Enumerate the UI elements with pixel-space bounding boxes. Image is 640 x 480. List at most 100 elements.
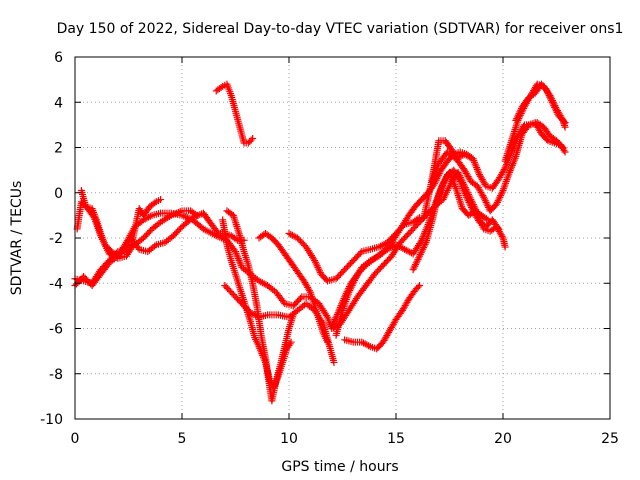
data-point <box>552 107 560 115</box>
data-point <box>545 91 553 99</box>
data-point <box>365 342 373 350</box>
data-point <box>419 245 427 253</box>
data-point <box>464 197 472 205</box>
data-point <box>467 202 475 210</box>
y-axis-label: SDTVAR / TECUs <box>9 181 25 296</box>
y-tick-label: -6 <box>49 322 63 338</box>
series-track-18 <box>512 80 569 127</box>
data-point <box>560 117 568 125</box>
data-point <box>548 98 556 106</box>
data-points <box>71 80 569 405</box>
y-tick-label: 6 <box>54 50 63 66</box>
data-point <box>314 263 322 271</box>
y-tick-label: -2 <box>49 231 63 247</box>
data-point <box>481 195 489 203</box>
data-point <box>348 282 356 290</box>
data-point <box>345 288 353 296</box>
y-tick-label: 2 <box>54 141 63 157</box>
data-point <box>349 280 357 288</box>
data-point <box>329 321 337 329</box>
x-tick-label: 5 <box>178 431 187 447</box>
data-point <box>350 278 358 286</box>
data-point <box>296 294 304 302</box>
data-point <box>315 267 323 275</box>
chart-title: Day 150 of 2022, Sidereal Day-to-day VTE… <box>57 21 624 37</box>
data-point <box>418 247 426 255</box>
data-point <box>482 215 490 223</box>
data-point <box>324 338 332 346</box>
data-point <box>414 215 422 223</box>
data-point <box>479 192 487 200</box>
data-point <box>482 198 490 206</box>
data-point <box>420 244 428 252</box>
data-point <box>513 113 521 121</box>
data-point <box>312 260 320 268</box>
data-point <box>287 338 295 346</box>
data-point <box>421 240 429 248</box>
y-tick-label: -10 <box>40 412 63 428</box>
data-point <box>249 134 257 142</box>
data-point <box>313 262 321 270</box>
data-point <box>484 216 492 224</box>
data-point <box>330 317 338 325</box>
data-point <box>513 115 521 123</box>
series-track-14 <box>409 168 492 274</box>
data-point <box>466 200 474 208</box>
data-point <box>465 198 473 206</box>
series-track-12 <box>332 166 503 339</box>
data-point <box>542 85 550 93</box>
data-point <box>411 262 419 270</box>
data-point <box>515 110 523 118</box>
data-point <box>517 106 525 114</box>
data-point <box>415 254 423 262</box>
data-point <box>550 102 558 110</box>
data-point <box>495 195 503 203</box>
data-point <box>270 287 278 295</box>
data-point <box>409 266 417 274</box>
data-point <box>501 243 509 251</box>
data-point <box>494 223 502 231</box>
data-point <box>410 264 418 272</box>
data-point <box>151 242 159 250</box>
data-point <box>497 190 505 198</box>
data-point <box>519 122 527 130</box>
series-track-10 <box>285 214 424 285</box>
data-point <box>213 228 221 236</box>
data-point <box>484 202 492 210</box>
data-point <box>553 108 561 116</box>
data-point <box>549 100 557 108</box>
data-point <box>412 259 420 267</box>
data-point <box>561 148 569 156</box>
data-point <box>157 196 165 204</box>
x-tick-label: 15 <box>387 431 405 447</box>
data-point <box>514 111 522 119</box>
data-point <box>416 282 424 290</box>
x-tick-label: 20 <box>494 431 512 447</box>
data-point <box>351 276 359 284</box>
data-point <box>311 258 319 266</box>
series-track-13 <box>341 282 424 353</box>
x-tick-label: 0 <box>71 431 80 447</box>
data-point <box>544 90 552 98</box>
data-point <box>414 255 422 263</box>
data-point <box>498 232 506 240</box>
data-point <box>551 103 559 111</box>
x-axis-label: GPS time / hours <box>281 459 398 475</box>
data-point <box>495 225 503 233</box>
data-point <box>498 188 506 196</box>
data-point <box>543 86 551 94</box>
data-point <box>481 197 489 205</box>
data-point <box>146 212 154 220</box>
data-point <box>500 165 508 173</box>
data-point <box>347 285 355 293</box>
data-point <box>493 198 501 206</box>
data-point <box>413 257 421 265</box>
data-point <box>559 144 567 151</box>
y-tick-label: 4 <box>54 95 63 111</box>
data-point <box>346 287 354 295</box>
data-point <box>516 108 524 116</box>
series-track-7 <box>219 216 295 391</box>
x-tick-label: 25 <box>601 431 619 447</box>
